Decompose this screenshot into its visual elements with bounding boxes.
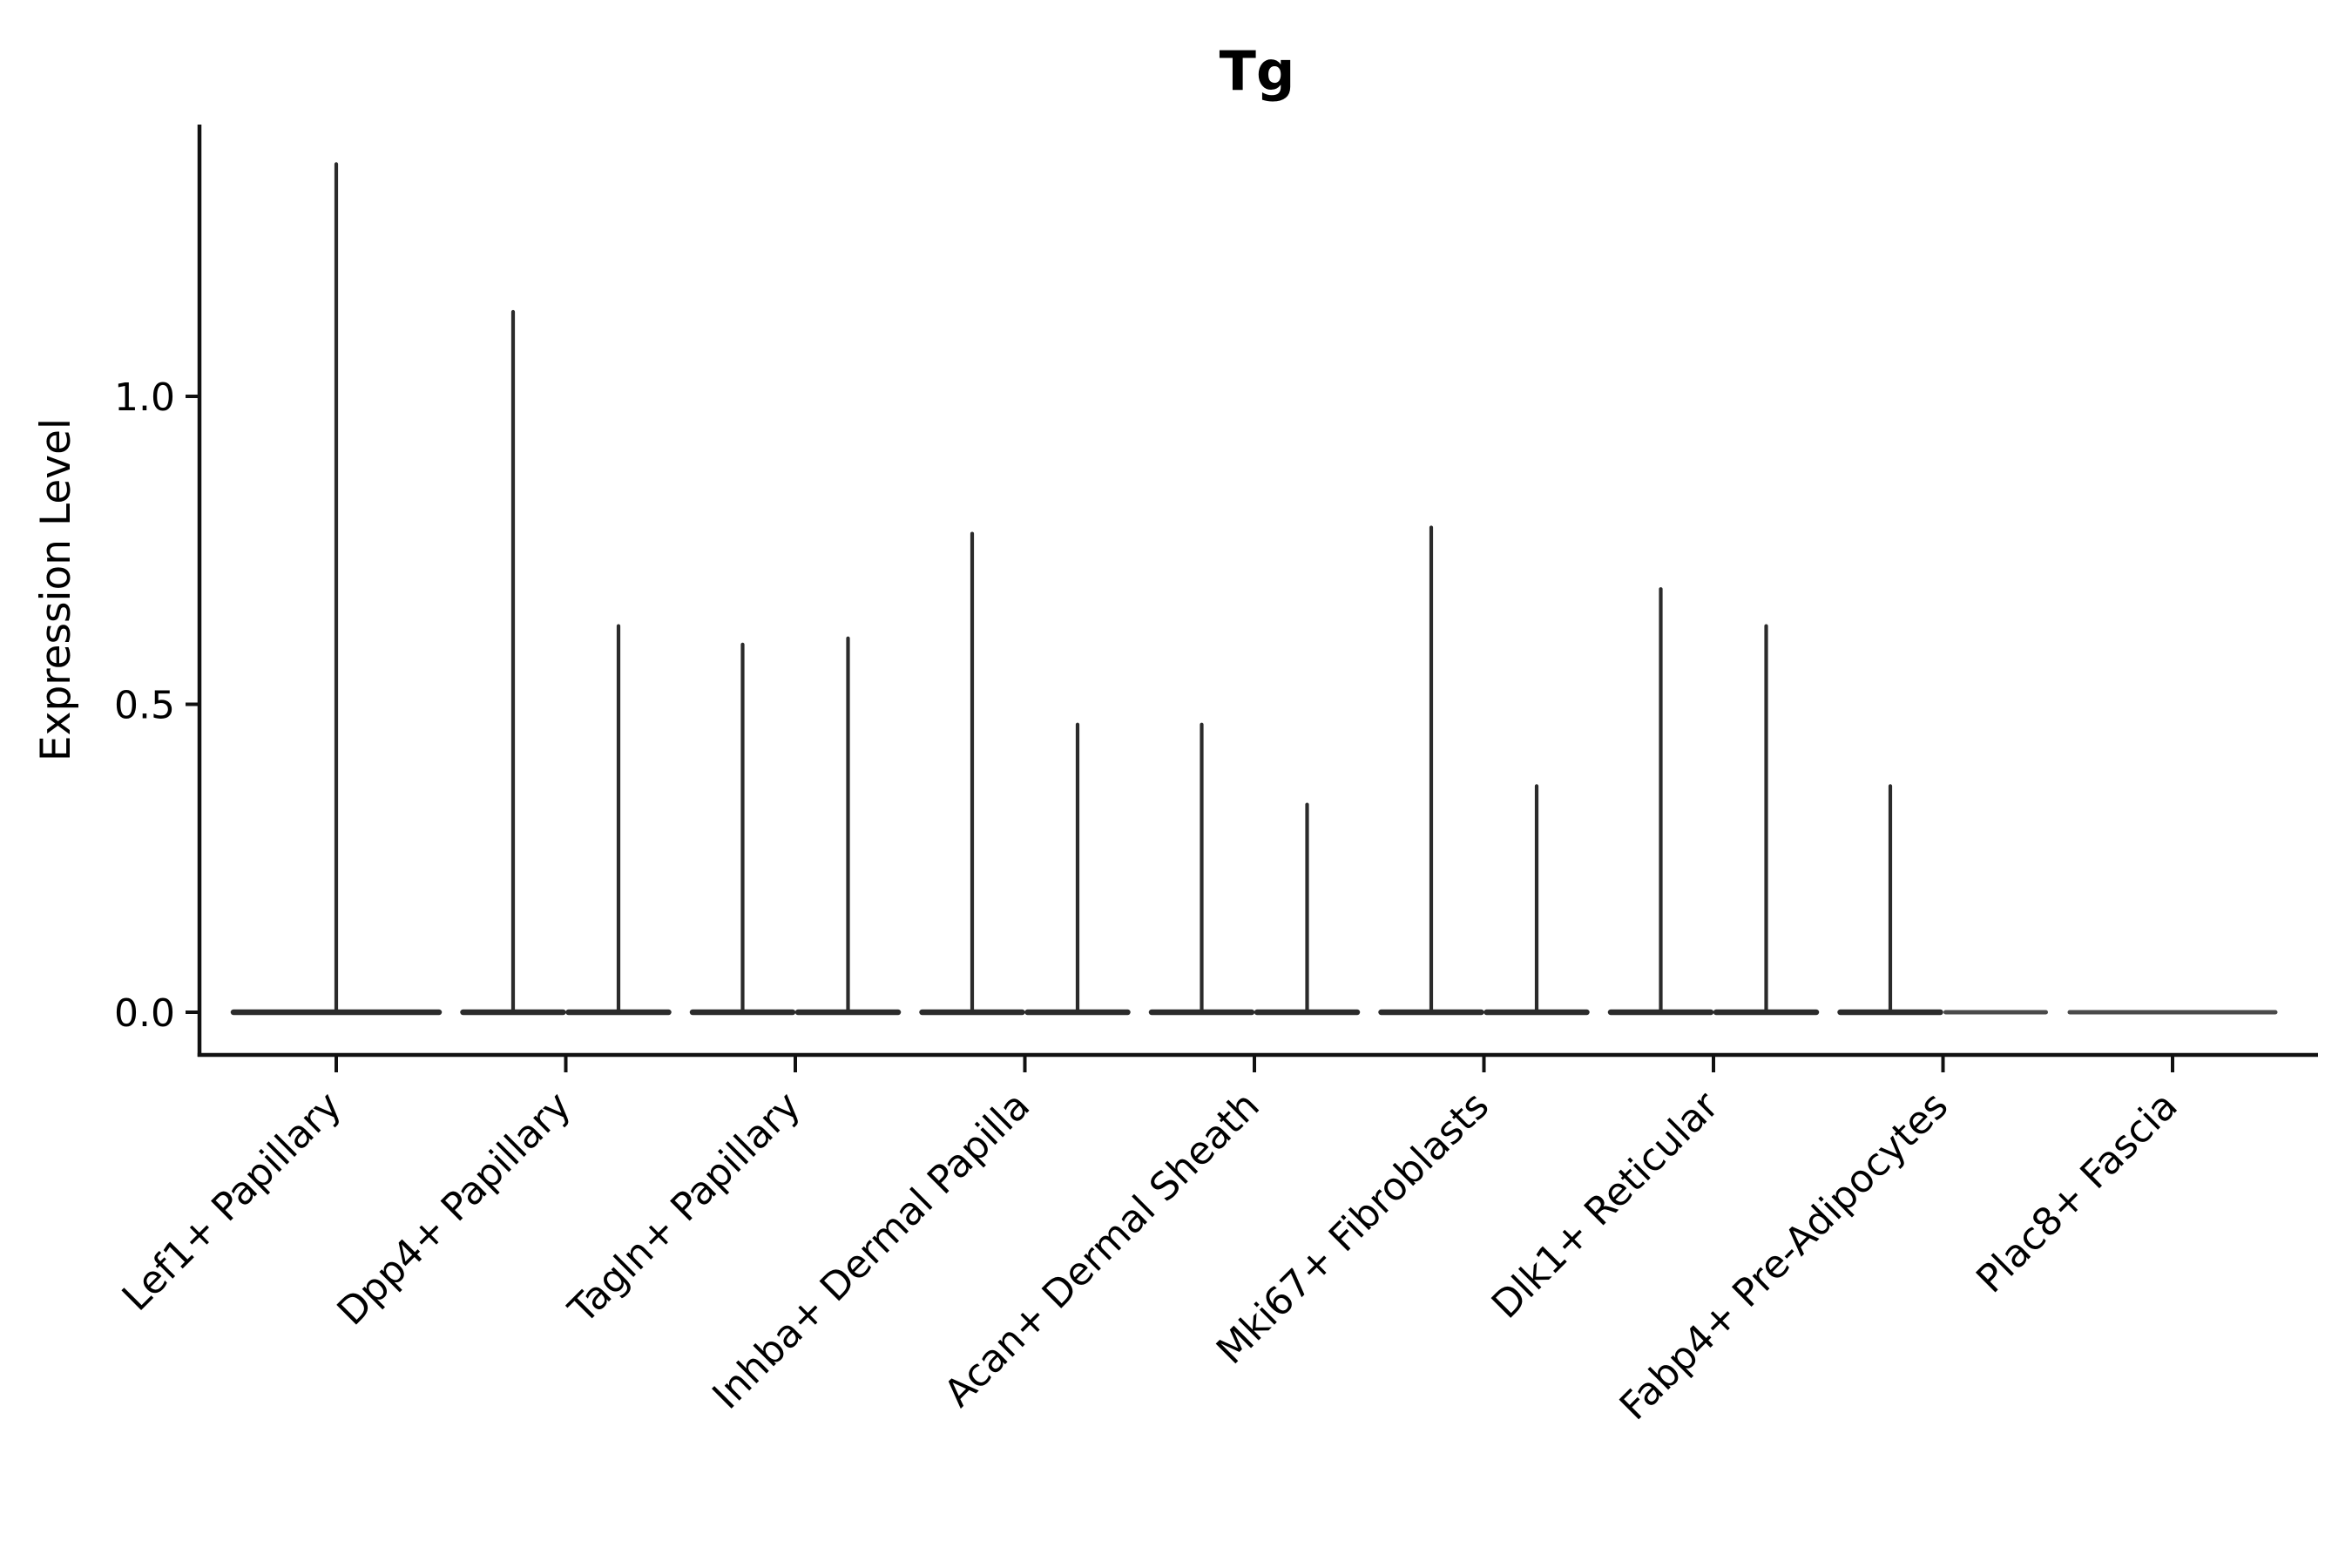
y-axis-label: Expression Level bbox=[32, 418, 80, 761]
y-tick-label: 1.0 bbox=[114, 375, 175, 420]
y-axis-ticks: 0.0 0.5 1.0 bbox=[114, 375, 199, 1036]
y-tick-label: 0.0 bbox=[114, 991, 175, 1036]
y-tick-label: 0.5 bbox=[114, 684, 175, 728]
violins-layer bbox=[230, 162, 2278, 1016]
chart-title: Tg bbox=[1220, 39, 1295, 103]
